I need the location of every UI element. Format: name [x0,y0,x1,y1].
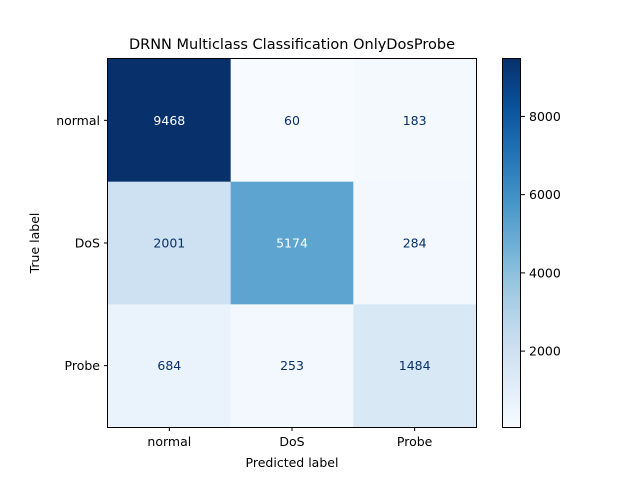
cell-value-label: 1484 [399,358,431,373]
colorbar-tick-label: 2000 [529,344,561,359]
heatmap-cell [353,304,477,428]
colorbar-tick-label: 4000 [529,265,561,280]
heatmap-cell [230,181,354,305]
cell-value-label: 253 [280,358,304,373]
y-tick-label: Probe [65,358,101,373]
cell-value-label: 5174 [276,236,308,251]
y-axis-label: True label [27,213,42,275]
chart-title: DRNN Multiclass Classification OnlyDosPr… [129,37,455,53]
heatmap-cells [108,59,477,428]
heatmap-cell [353,59,477,183]
colorbar [502,58,521,428]
cell-value-label: 60 [284,113,300,128]
heatmap-cell-labels: 9468 60 183 2001 5174 284 684 253 1484 [153,113,430,373]
heatmap-cell [230,304,354,428]
colorbar-ticks: 2000 4000 6000 8000 [521,109,561,359]
x-tick-label: Probe [397,434,433,449]
x-tick-label: DoS [279,434,304,449]
x-tick-label: normal [147,434,191,449]
y-axis-ticks: normal DoS Probe [56,113,108,373]
cell-value-label: 684 [157,358,181,373]
cell-value-label: 9468 [153,113,185,128]
cell-value-label: 2001 [153,236,185,251]
cell-value-label: 284 [403,236,427,251]
heatmap-cell [108,59,232,183]
y-tick-label: DoS [75,236,100,251]
heatmap-cell [353,181,477,305]
heatmap-cell [108,181,232,305]
heatmap-cell [230,59,354,183]
y-tick-label: normal [56,113,100,128]
heatmap-cell [108,304,232,428]
x-axis-ticks: normal DoS Probe [147,427,433,449]
colorbar-tick-label: 8000 [529,109,561,124]
cell-value-label: 183 [403,113,427,128]
x-axis-label: Predicted label [246,455,339,470]
colorbar-tick-label: 6000 [529,187,561,202]
